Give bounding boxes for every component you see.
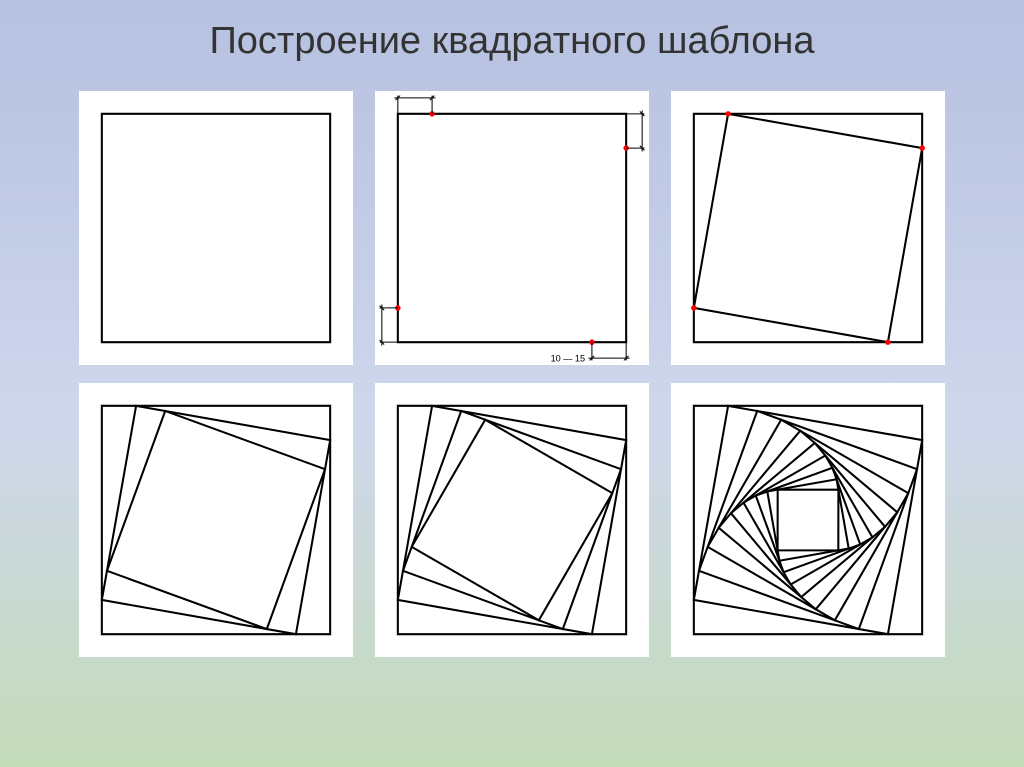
svg-text:10 — 15: 10 — 15 [551,354,586,364]
diagram-panel-3 [671,91,945,365]
diagram-panel-4 [79,383,353,657]
diagram-panel-6 [671,383,945,657]
slide-title: Построение квадратного шаблона [209,20,814,63]
diagram-panel-1 [79,91,353,365]
diagram-grid: 10 — 15 [79,91,945,657]
slide: Построение квадратного шаблона 10 — 15 [0,0,1024,767]
diagram-panel-5 [375,383,649,657]
diagram-panel-2: 10 — 15 [375,91,649,365]
